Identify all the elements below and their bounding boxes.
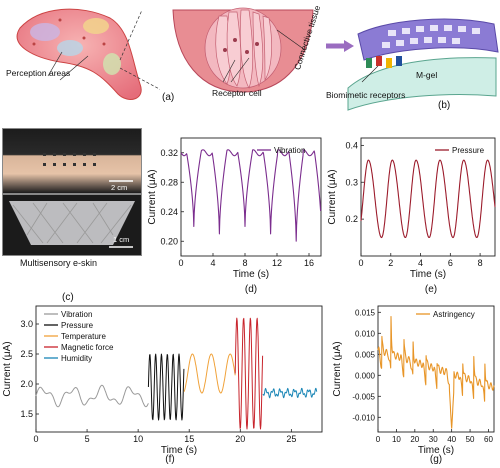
astringency-line: [377, 315, 495, 429]
x-tick-label: 60: [484, 435, 493, 444]
y-tick-label: 0.3: [345, 177, 358, 187]
chart-d: 0 4 8 12 16 0.20 0.24 0.28 0.32 Time (s) Current (…: [147, 137, 322, 295]
tongue-illustration: [16, 8, 160, 100]
x-tick-label: 40: [447, 435, 456, 444]
x-tick-label: 16: [304, 258, 314, 268]
series-line-0: [35, 384, 149, 408]
y-axis-label: Current (μA): [2, 341, 13, 396]
series-line-1: [147, 353, 185, 421]
x-tick-label: 0: [178, 258, 183, 268]
x-axis-label: Time (s): [233, 269, 269, 280]
series-line-2: [183, 353, 236, 394]
y-tick-label: 0.4: [345, 140, 358, 150]
perception-areas-label: Perception areas: [6, 68, 71, 78]
y-axis-label: Current (μA): [147, 169, 158, 224]
x-tick-label: 4: [418, 258, 423, 268]
y-tick-label: 0.32: [160, 148, 178, 158]
x-tick-label: 0: [358, 258, 363, 268]
plot-frame: [180, 137, 322, 257]
x-tick-label: 5: [85, 434, 90, 444]
y-tick-label: 0.015: [355, 308, 376, 317]
caption-a: (a): [162, 92, 175, 103]
panel-caption: (e): [425, 284, 437, 295]
x-tick-label: 12: [272, 258, 282, 268]
legend-label: Temperature: [61, 332, 106, 341]
mgel-label: M-gel: [416, 70, 438, 80]
panel-caption: (d): [245, 284, 257, 295]
eskin-device-illustration: [326, 18, 499, 111]
legend-label: Pressure: [452, 146, 485, 155]
x-tick-label: 10: [392, 435, 401, 444]
x-tick-label: 6: [448, 258, 453, 268]
scale-bottom-label: 1 cm: [113, 235, 130, 244]
x-axis-label: Time (s): [410, 269, 446, 280]
chart-e: 0 2 4 6 8 0.2 0.3 0.4 Time (s) Current (μA) Pressu…: [327, 137, 496, 295]
legend-label: Vibration: [61, 310, 92, 319]
x-tick-label: 8: [478, 258, 483, 268]
biomimetic-receptors-label: Biomimetic receptors: [326, 90, 406, 100]
eskin-photo: 1 cm: [2, 194, 142, 256]
x-tick-label: 15: [184, 434, 194, 444]
y-axis-label: Current (μA): [327, 169, 338, 224]
x-tick-label: 30: [429, 435, 438, 444]
y-tick-label: 2.5: [20, 349, 33, 359]
caption-b: (b): [438, 100, 451, 111]
x-axis-label: Time (s): [418, 445, 454, 456]
y-tick-label: 3.0: [20, 319, 33, 329]
x-tick-label: 4: [210, 258, 215, 268]
pressure-line: [360, 159, 496, 239]
y-tick-label: 0.005: [355, 350, 376, 359]
scale-top-label: 2 cm: [111, 183, 128, 192]
y-tick-label: -0.010: [352, 413, 375, 422]
y-axis-label: Current (μA): [332, 341, 343, 396]
series-line-4: [262, 387, 318, 399]
caption-c: (c): [62, 292, 74, 303]
plot-frame: [360, 137, 496, 257]
x-tick-label: 10: [133, 434, 143, 444]
x-tick-label: 20: [235, 434, 245, 444]
y-tick-label: 0.28: [160, 177, 178, 187]
vibration-line: [180, 149, 322, 242]
y-tick-label: -0.005: [352, 392, 375, 401]
y-tick-label: 0.2: [345, 214, 358, 224]
legend-label: Vibration: [274, 146, 305, 155]
x-tick-label: 0: [376, 435, 381, 444]
x-tick-label: 8: [242, 258, 247, 268]
x-tick-label: 2: [388, 258, 393, 268]
x-axis-label: Time (s): [161, 445, 197, 456]
y-tick-label: 0.20: [160, 236, 178, 246]
panel-caption: (g): [430, 454, 442, 465]
plot-frame: [35, 305, 323, 433]
legend-label: Humidity: [61, 354, 92, 363]
receptor-cell-label: Receptor cell: [212, 88, 262, 98]
arm-photo: 2 cm: [2, 128, 142, 194]
legend-label: Astringency: [433, 310, 475, 319]
y-tick-label: 2.0: [20, 379, 33, 389]
plot-frame: [377, 305, 495, 433]
legend-label: Pressure: [61, 321, 94, 330]
panel-caption: (f): [165, 454, 174, 465]
x-tick-label: 0: [33, 434, 38, 444]
taste-bud-illustration: [172, 7, 314, 93]
legend-label: Magnetic force: [61, 343, 114, 352]
x-tick-label: 25: [286, 434, 296, 444]
y-tick-label: 0.24: [160, 207, 178, 217]
eskin-title: Multisensory e-skin: [20, 258, 98, 268]
chart-f: 0 5 10 15 20 25 1.5 2.0 2.5 3.0 Time (s) Current (μ…: [2, 305, 323, 465]
x-tick-label: 20: [410, 435, 419, 444]
y-tick-label: 0.000: [355, 371, 376, 380]
series-line-3: [234, 317, 264, 430]
chart-g: 0 10 20 30 40 50 60 -0.010 -0.005 0.000 0.005 0.010…: [332, 305, 495, 465]
y-tick-label: 1.5: [20, 409, 33, 419]
x-tick-label: 50: [466, 435, 475, 444]
y-tick-label: 0.010: [355, 329, 376, 338]
